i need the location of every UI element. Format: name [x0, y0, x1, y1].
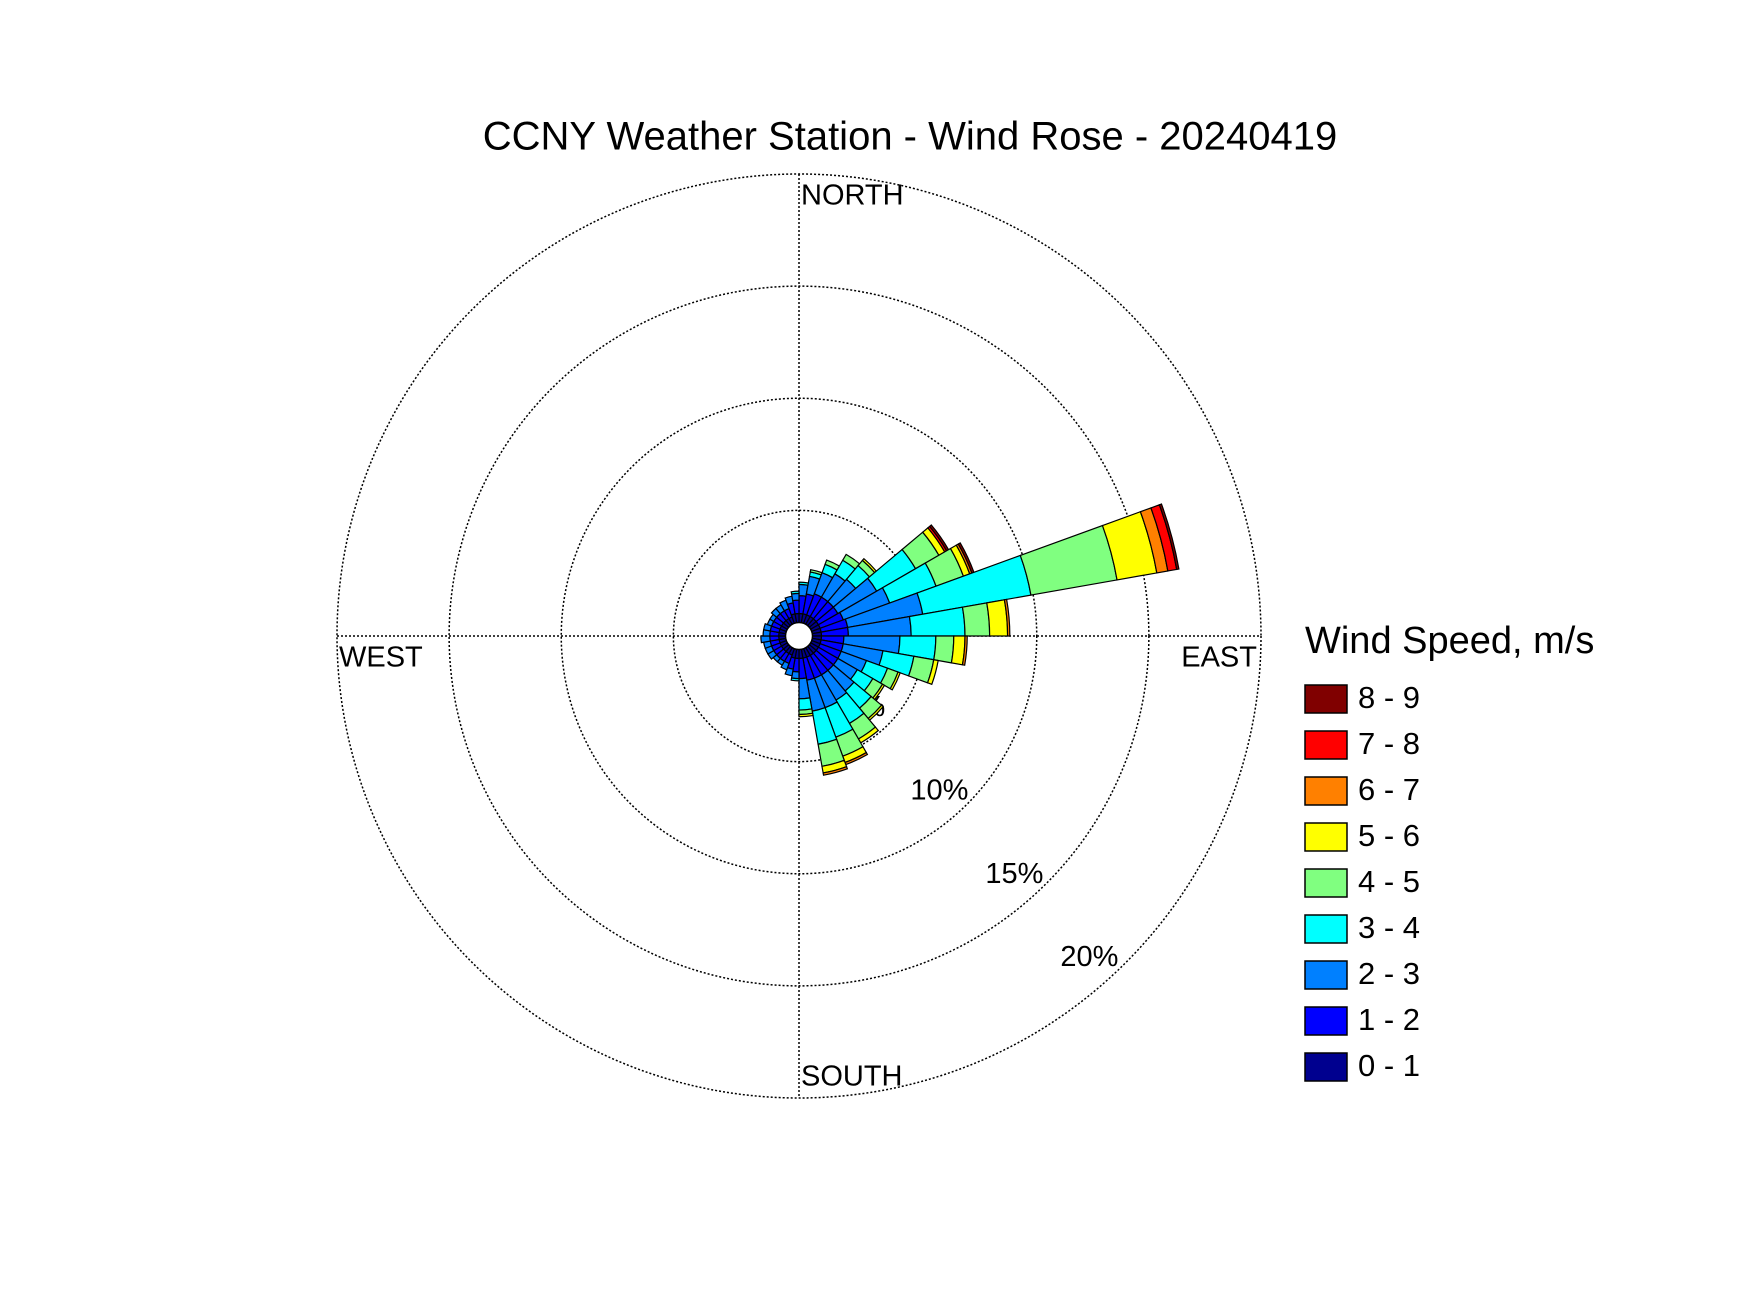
wedge: [926, 659, 939, 686]
wedge: [961, 635, 968, 666]
grid-ring: [560, 397, 1038, 875]
direction-label: WEST: [339, 642, 423, 674]
legend-label: 3 - 4: [1358, 910, 1420, 945]
wedge: [822, 765, 849, 776]
direction-label: NORTH: [801, 180, 904, 212]
legend-label: 6 - 7: [1358, 772, 1420, 807]
wedge: [798, 697, 813, 711]
wedge: [1003, 598, 1011, 637]
direction-label: EAST: [1181, 642, 1257, 674]
r-tick-label: 20%: [1060, 941, 1118, 973]
legend-label: 2 - 3: [1358, 956, 1420, 991]
wedge: [1158, 503, 1180, 571]
wedge: [933, 635, 955, 664]
r-tick-label: 10%: [910, 775, 968, 807]
legend-swatch: [1304, 684, 1348, 714]
chart-title: CCNY Weather Station - Wind Rose - 20240…: [483, 115, 1338, 159]
r-tick-label: 15%: [985, 858, 1043, 890]
legend-swatch: [1304, 776, 1348, 806]
center-hole: [784, 621, 814, 651]
legend-swatch: [1304, 1052, 1348, 1082]
wedge: [961, 602, 991, 637]
grid-ring: [448, 285, 1150, 987]
legend-swatch: [1304, 822, 1348, 852]
wedge: [790, 592, 800, 602]
legend-label: 0 - 1: [1358, 1048, 1420, 1083]
legend-label: 5 - 6: [1358, 818, 1420, 853]
legend-label: 4 - 5: [1358, 864, 1420, 899]
wedge: [790, 590, 800, 595]
wedge: [798, 581, 810, 586]
legend-title: Wind Speed, m/s: [1305, 620, 1594, 662]
legend-label: 1 - 2: [1358, 1002, 1420, 1037]
legend-swatch: [1304, 960, 1348, 990]
wedge: [889, 671, 901, 691]
wedge: [986, 599, 1009, 637]
direction-label: SOUTH: [801, 1061, 903, 1093]
legend-swatch: [1304, 914, 1348, 944]
legend-label: 7 - 8: [1358, 726, 1420, 761]
wedge: [780, 660, 790, 671]
legend-swatch: [1304, 1006, 1348, 1036]
legend-label: 8 - 9: [1358, 680, 1420, 715]
legend-swatch: [1304, 730, 1348, 760]
wedge: [1019, 524, 1118, 596]
wedge: [760, 635, 771, 644]
wedge: [798, 712, 814, 718]
legend-swatch: [1304, 868, 1348, 898]
grid-ring: [336, 173, 1262, 1099]
wedge: [790, 677, 800, 682]
wedge: [769, 635, 780, 642]
